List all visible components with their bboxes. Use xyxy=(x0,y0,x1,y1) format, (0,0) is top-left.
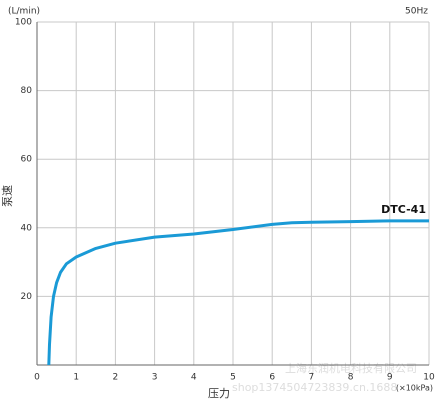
y-tick-label: 40 xyxy=(21,223,33,233)
x-axis-label: 压力 xyxy=(208,387,230,400)
x-tick-label: 3 xyxy=(152,373,158,383)
y-axis-label: 泵速 xyxy=(1,185,14,207)
watermark: shop1374504723839.cn.1688 xyxy=(232,381,397,394)
x-tick-label: 2 xyxy=(113,373,119,383)
frequency: 50Hz xyxy=(405,7,428,17)
x-tick-label: 4 xyxy=(191,373,197,383)
line-series xyxy=(47,219,429,366)
x-tick-label: 5 xyxy=(230,373,236,383)
series-label: DTC-41 xyxy=(381,203,426,216)
y-tick-label: 80 xyxy=(21,86,33,96)
x-tick-label: 10 xyxy=(423,373,435,383)
x-unit: (×10kPa) xyxy=(396,384,433,393)
y-tick-label: 20 xyxy=(21,292,33,302)
x-tick-label: 7 xyxy=(309,373,315,383)
y-tick-label: 60 xyxy=(21,155,33,165)
y-unit: (L/min) xyxy=(8,7,40,17)
y-tick-label: 100 xyxy=(15,18,32,28)
x-tick-label: 0 xyxy=(34,373,40,383)
x-tick-label: 1 xyxy=(73,373,79,383)
x-tick-label: 6 xyxy=(269,373,275,383)
x-tick-label: 9 xyxy=(387,373,393,383)
x-tick-label: 8 xyxy=(348,373,354,383)
